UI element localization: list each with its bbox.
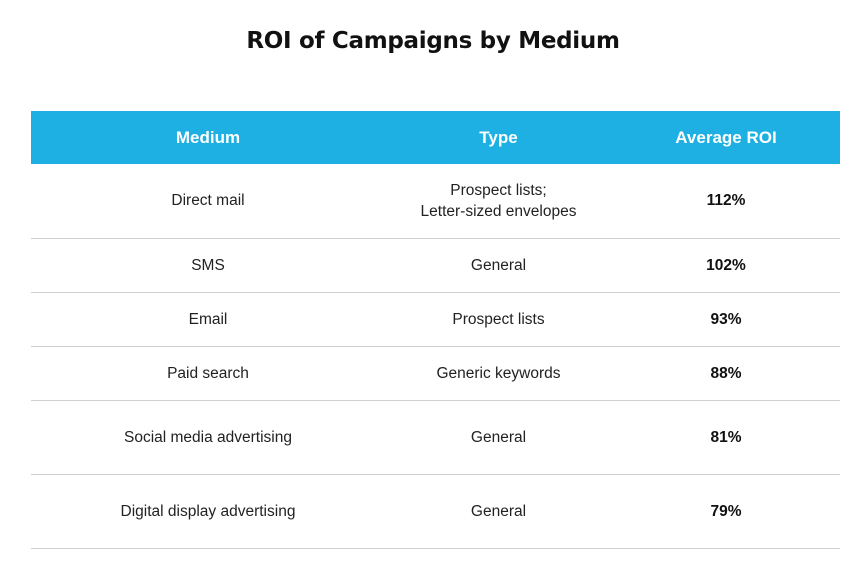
cell-type-line: Generic keywords — [436, 365, 561, 382]
cell-average-roi: 81% — [710, 428, 742, 446]
cell-type: Prospect lists — [385, 309, 612, 330]
table-body: Direct mail Prospect lists; Letter-sized e… — [31, 164, 840, 549]
page-title: ROI of Campaigns by Medium — [246, 28, 620, 54]
cell-medium: Paid search — [167, 364, 249, 382]
table-header: Medium Type Average ROI — [31, 111, 840, 164]
cell-medium: Email — [188, 310, 228, 328]
table-row: Digital display advertising General 79% — [31, 475, 840, 549]
table-row: Direct mail Prospect lists; Letter-sized e… — [31, 164, 840, 239]
cell-type-line: Letter-sized envelopes — [420, 203, 577, 220]
cell-type: General — [385, 255, 612, 276]
column-header-average-roi: Average ROI — [675, 127, 777, 147]
cell-average-roi: 88% — [710, 364, 742, 382]
table-row: SMS General 102% — [31, 239, 840, 293]
cell-medium: Direct mail — [171, 192, 245, 209]
cell-average-roi: 102% — [706, 256, 746, 274]
cell-average-roi: 112% — [706, 192, 746, 209]
cell-type: Prospect lists; Letter-sized envelopes — [385, 180, 612, 222]
table-row: Paid search Generic keywords 88% — [31, 347, 840, 401]
column-header-type: Type — [479, 128, 518, 147]
cell-average-roi: 93% — [710, 310, 742, 328]
cell-type: General — [385, 427, 612, 448]
column-header-medium: Medium — [175, 127, 241, 147]
cell-type-line: Prospect lists; — [450, 182, 547, 199]
cell-medium: Social media advertising — [123, 428, 292, 446]
cell-type-line: General — [470, 503, 527, 520]
cell-medium: Digital display advertising — [120, 502, 296, 520]
cell-type-line: Prospect lists — [452, 311, 545, 328]
cell-type: General — [385, 501, 612, 522]
cell-medium: SMS — [191, 256, 225, 274]
cell-average-roi: 79% — [710, 502, 742, 520]
roi-table: Medium Type Average ROI Direct mail Prosp… — [31, 111, 840, 549]
cell-type-line: General — [470, 257, 527, 274]
cell-type: Generic keywords — [385, 363, 612, 384]
table-row: Email Prospect lists 93% — [31, 293, 840, 347]
table-row: Social media advertising General 81% — [31, 401, 840, 475]
cell-type-line: General — [470, 429, 527, 446]
